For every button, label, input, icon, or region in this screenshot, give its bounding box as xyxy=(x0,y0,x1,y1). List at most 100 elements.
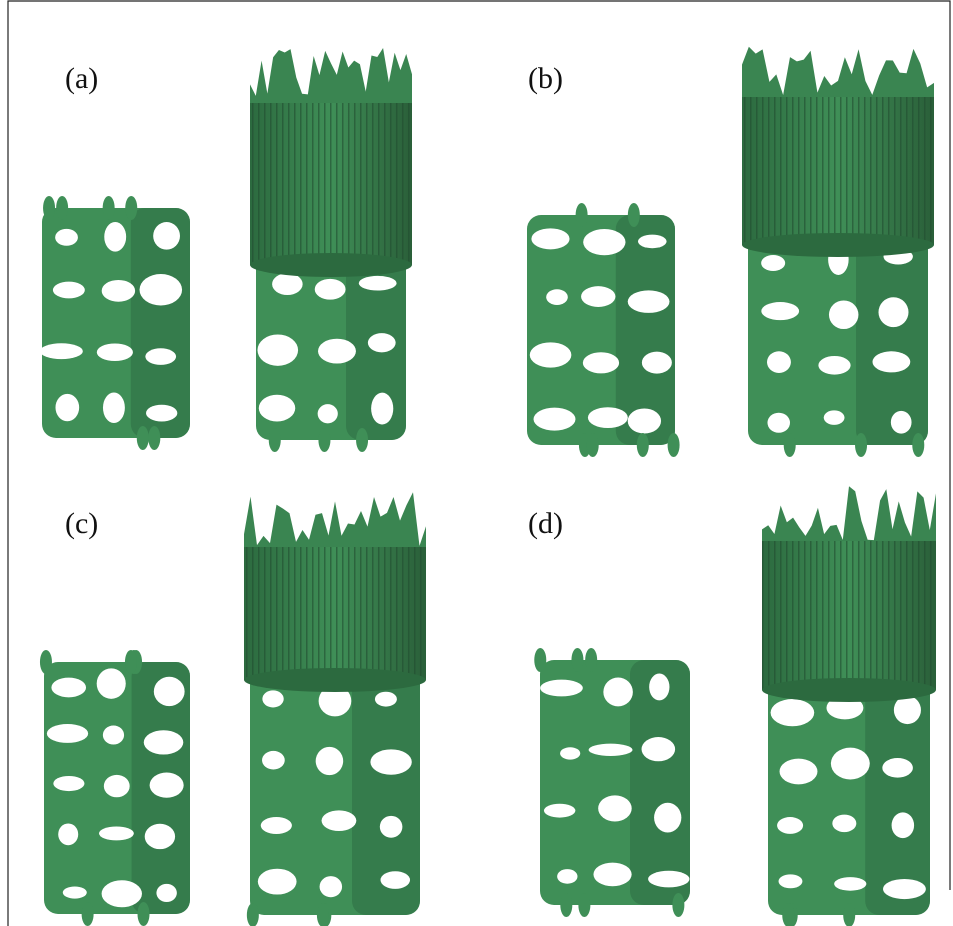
pore xyxy=(534,408,576,431)
strut xyxy=(534,648,546,672)
strut xyxy=(269,428,281,452)
pore xyxy=(259,395,295,422)
pore xyxy=(145,824,175,849)
pore xyxy=(583,229,625,255)
pore xyxy=(761,302,799,320)
pore xyxy=(97,668,126,698)
pore xyxy=(262,751,285,770)
cylinder-stripes xyxy=(250,103,412,265)
pore xyxy=(316,747,343,775)
cylinder-stripes xyxy=(762,541,936,690)
pore xyxy=(628,408,661,433)
scaffold-shade xyxy=(856,235,928,445)
pore xyxy=(777,817,803,834)
pore xyxy=(258,869,297,895)
pore xyxy=(598,795,632,821)
pore xyxy=(530,342,572,367)
pore xyxy=(531,228,569,249)
cylinder-stripes xyxy=(244,547,426,680)
pore xyxy=(102,280,135,302)
cylinder-base xyxy=(742,233,934,257)
pore xyxy=(824,410,845,425)
pore xyxy=(832,815,856,833)
pore xyxy=(53,776,84,791)
pore xyxy=(588,407,628,428)
strut xyxy=(148,426,160,450)
pore xyxy=(628,290,670,313)
pore xyxy=(557,869,577,884)
pore xyxy=(544,804,575,818)
pore xyxy=(767,413,790,433)
strut xyxy=(585,648,597,672)
strut xyxy=(587,433,599,457)
pore xyxy=(320,876,342,897)
pore xyxy=(102,880,142,907)
strut xyxy=(125,196,137,220)
pore xyxy=(58,823,78,845)
pore xyxy=(883,879,926,899)
strut xyxy=(43,196,55,220)
cylinder-base xyxy=(250,253,412,277)
panel-label: (b) xyxy=(528,62,563,95)
pore xyxy=(322,810,357,831)
pore xyxy=(371,393,393,425)
pore xyxy=(767,351,791,373)
pore xyxy=(649,673,669,700)
pore xyxy=(779,874,803,888)
pore xyxy=(103,392,125,423)
pore xyxy=(368,333,396,352)
pore xyxy=(261,817,292,834)
pore xyxy=(359,276,397,291)
pore xyxy=(380,871,410,889)
pore xyxy=(892,812,915,838)
strut xyxy=(637,433,649,457)
pore xyxy=(53,282,85,299)
strut xyxy=(125,650,137,674)
pore xyxy=(55,394,79,421)
pore xyxy=(380,816,403,838)
pore xyxy=(581,286,615,307)
pore xyxy=(831,748,870,780)
pore xyxy=(375,692,397,707)
pore xyxy=(771,699,815,726)
strut xyxy=(843,903,855,926)
strut xyxy=(138,902,150,926)
strut xyxy=(356,428,368,452)
pore xyxy=(603,678,633,707)
pore xyxy=(104,222,126,252)
pore xyxy=(144,730,184,754)
pore xyxy=(154,677,185,706)
strut xyxy=(672,893,684,917)
strut xyxy=(784,433,796,457)
pore xyxy=(262,690,283,707)
pore xyxy=(103,726,124,745)
pore xyxy=(593,863,631,887)
pore xyxy=(140,274,183,305)
strut xyxy=(782,903,794,926)
strut xyxy=(317,903,329,926)
pore xyxy=(51,678,86,698)
pore xyxy=(894,696,921,724)
pore xyxy=(642,352,672,374)
pore xyxy=(780,759,818,785)
pore xyxy=(146,405,177,422)
pore xyxy=(654,803,681,833)
pore xyxy=(891,411,912,434)
pore xyxy=(834,877,866,891)
pore xyxy=(638,235,667,249)
pore xyxy=(153,222,180,250)
strut xyxy=(576,203,588,227)
cylinder-stripes xyxy=(742,97,934,245)
panel-label: (d) xyxy=(528,507,563,540)
strut xyxy=(855,433,867,457)
pore xyxy=(540,680,583,697)
strut xyxy=(668,433,680,457)
pore xyxy=(648,871,689,888)
figure: (a) (b) (c) (d) xyxy=(0,0,953,926)
strut xyxy=(56,196,68,220)
pore xyxy=(872,351,910,372)
pore xyxy=(272,273,303,295)
strut xyxy=(318,428,330,452)
pore xyxy=(818,356,850,375)
pore xyxy=(642,737,676,761)
